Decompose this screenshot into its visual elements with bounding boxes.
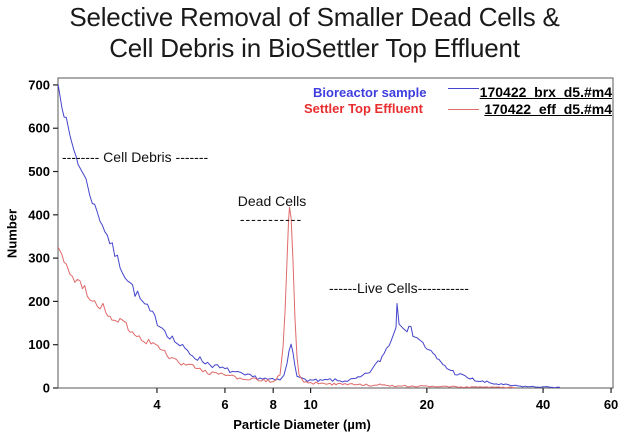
x-axis-title: Particle Diameter (µm) [233, 417, 371, 432]
x-tick-label: 6 [221, 397, 228, 412]
y-tick-label: 600 [28, 121, 50, 136]
x-tick-label: 20 [420, 397, 434, 412]
legend-line-effluent [448, 109, 479, 110]
y-tick-label: 400 [28, 207, 50, 222]
y-tick-label: 500 [28, 164, 50, 179]
x-tick-label: 40 [536, 397, 550, 412]
x-tick-label: 8 [270, 397, 277, 412]
plot-frame [57, 77, 614, 389]
y-tick-label: 700 [28, 77, 50, 92]
annotation-cell-debris: -------- Cell Debris ------- [62, 149, 209, 165]
y-tick-label: 200 [28, 294, 50, 309]
series-label-bioreactor: Bioreactor sample [313, 85, 427, 100]
chart-title: Selective Removal of Smaller Dead Cells … [0, 2, 629, 64]
y-tick-label: 300 [28, 251, 50, 266]
chart-title-line2: Cell Debris in BioSettler Top Effluent [109, 33, 520, 63]
chart-title-line1: Selective Removal of Smaller Dead Cells … [69, 2, 560, 32]
annotation-dead-cells: Dead Cells [237, 193, 307, 209]
series-label-effluent: Settler Top Effluent [304, 101, 423, 116]
legend-entry-bioreactor: 170422_brx_d5.#m4 [479, 84, 612, 100]
y-tick-label: 100 [28, 337, 50, 352]
series-path-effluent [57, 206, 516, 389]
annotation-dead-cells-dashes: ----------- [239, 211, 303, 227]
x-tick-label: 10 [303, 397, 317, 412]
legend-entry-effluent: 170422_eff_d5.#m4 [484, 101, 612, 117]
x-tick-label: 4 [153, 397, 161, 412]
y-axis-title: Number [4, 208, 20, 259]
legend-line-bioreactor [448, 88, 479, 89]
y-tick-label: 0 [43, 381, 50, 396]
series-path-bioreactor [57, 84, 561, 389]
annotation-live-cells: ------Live Cells----------- [329, 280, 469, 296]
x-tick-label: 60 [604, 397, 618, 412]
